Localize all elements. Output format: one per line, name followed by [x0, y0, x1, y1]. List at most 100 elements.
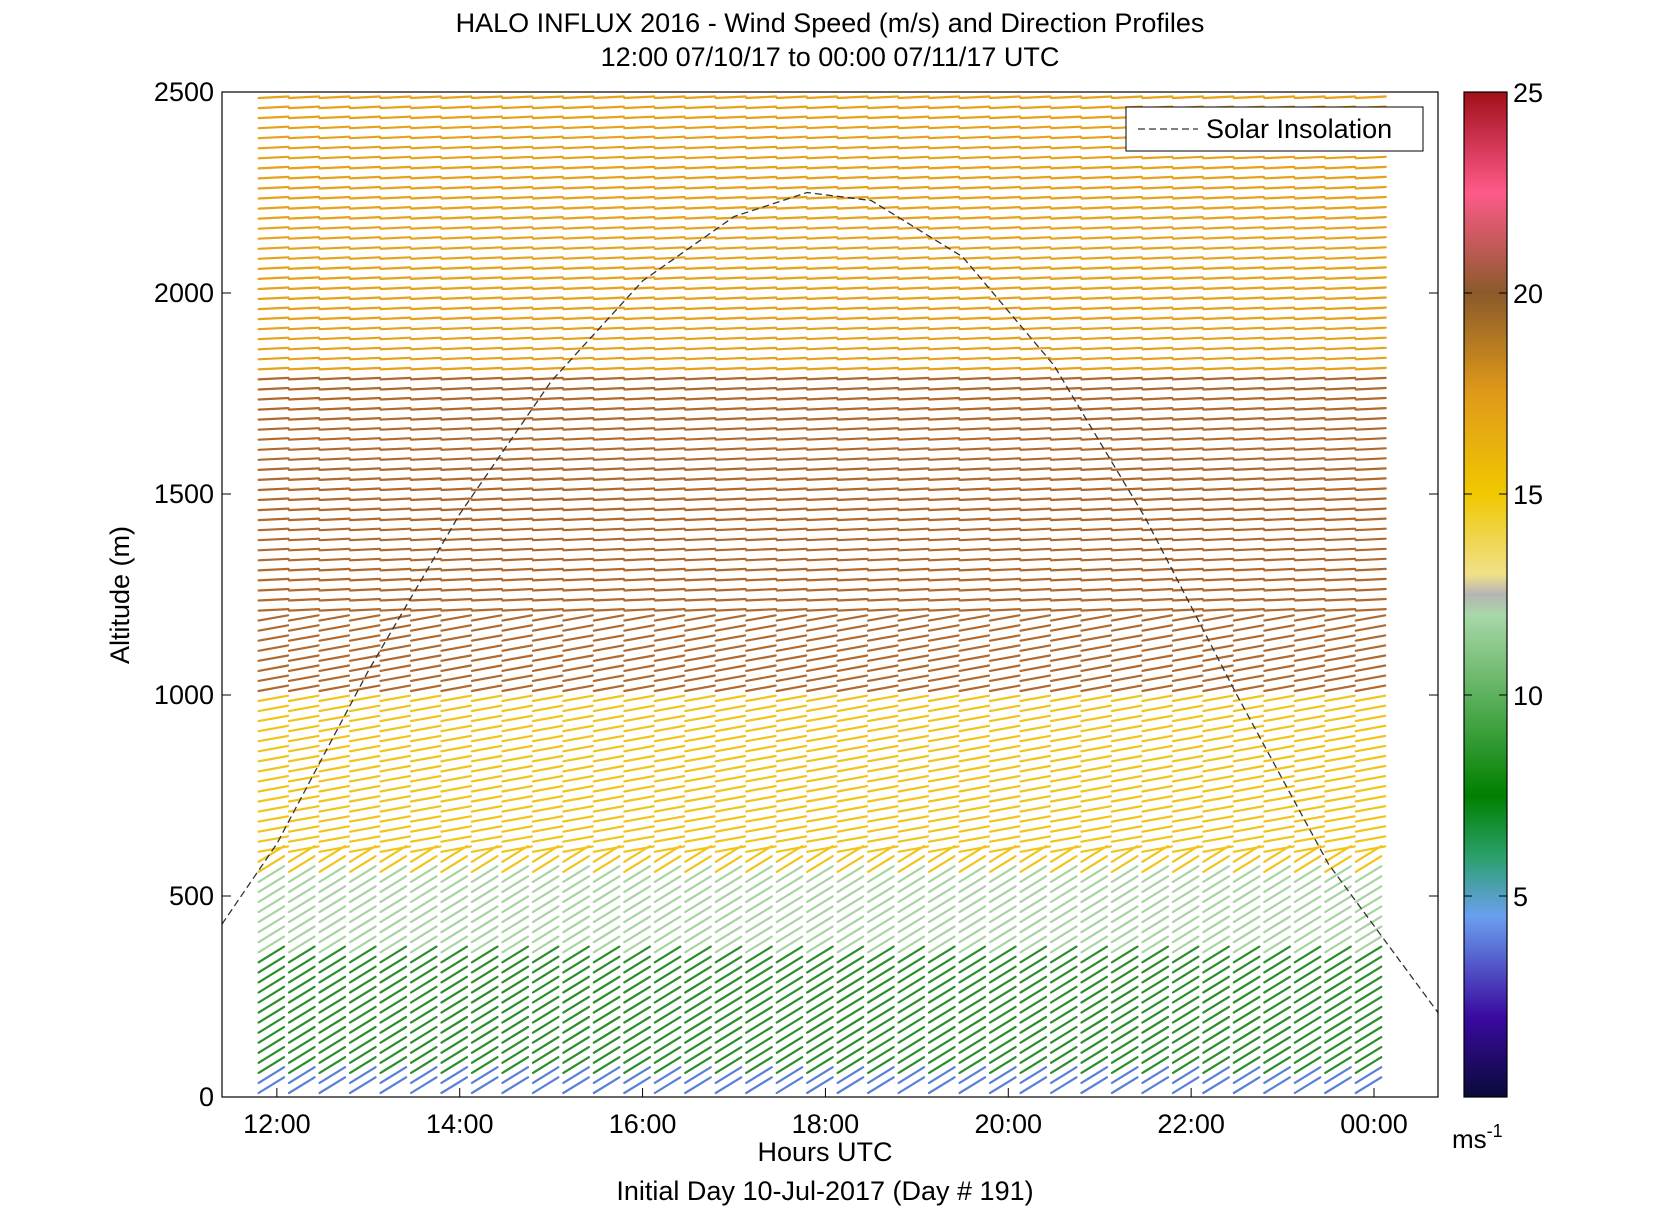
- wind-barb: [348, 855, 377, 874]
- wind-barb: [592, 607, 625, 612]
- wind-barb: [958, 437, 991, 441]
- wind-barb: [988, 537, 1022, 542]
- wind-barb: [836, 815, 869, 823]
- wind-barb: [318, 614, 351, 622]
- wind-barb: [866, 376, 900, 381]
- wind-barb: [988, 547, 1022, 552]
- wind-barb: [470, 547, 503, 552]
- wind-barb: [531, 925, 560, 944]
- wind-barb: [1293, 754, 1326, 763]
- wind-barb: [1324, 734, 1356, 743]
- wind-barb: [1354, 644, 1387, 652]
- wind-barb: [805, 376, 839, 381]
- wind-barb: [1354, 684, 1387, 693]
- wind-barb: [470, 517, 503, 522]
- wind-barb: [562, 1076, 591, 1095]
- wind-barb: [805, 885, 834, 904]
- wind-barb: [836, 256, 869, 260]
- wind-barb: [1354, 815, 1387, 823]
- wind-barb: [592, 885, 621, 904]
- wind-barb: [562, 316, 595, 321]
- wind-barb: [440, 825, 472, 833]
- wind-barb: [318, 286, 351, 291]
- wind-barb: [897, 316, 930, 321]
- wind-barb: [988, 935, 1017, 954]
- wind-barb: [927, 236, 961, 240]
- wind-barb: [1263, 587, 1296, 592]
- wind-barb: [805, 105, 839, 110]
- wind-barb: [1141, 567, 1174, 572]
- wind-barb: [927, 537, 961, 542]
- wind-barb: [684, 296, 717, 301]
- wind-barb: [897, 975, 926, 994]
- wind-barb: [1080, 477, 1113, 481]
- wind-barb: [897, 815, 930, 823]
- wind-barb: [562, 246, 595, 250]
- wind-barb: [318, 915, 347, 934]
- wind-barb: [836, 135, 869, 140]
- wind-barb: [927, 356, 961, 361]
- wind-barb: [836, 457, 869, 461]
- wind-barb: [379, 386, 412, 391]
- wind-barb: [927, 714, 960, 723]
- wind-barb: [287, 774, 320, 783]
- wind-barb: [379, 447, 412, 451]
- wind-barb: [562, 965, 591, 984]
- wind-barb: [623, 537, 656, 542]
- wind-barb: [866, 784, 899, 793]
- wind-barb: [1293, 935, 1322, 954]
- wind-barb: [714, 557, 747, 562]
- wind-barb: [1324, 376, 1357, 381]
- wind-barb: [592, 935, 621, 954]
- wind-barb: [440, 955, 469, 974]
- wind-barb: [805, 1015, 834, 1034]
- wind-barb: [1049, 825, 1082, 833]
- wind-barb: [714, 256, 747, 260]
- wind-barb: [1354, 905, 1383, 924]
- wind-barb: [379, 577, 412, 582]
- wind-barb: [1049, 306, 1083, 311]
- wind-barb: [287, 1025, 316, 1044]
- wind-barb: [1293, 226, 1326, 230]
- wind-barb: [531, 326, 564, 331]
- wind-barb: [1019, 684, 1052, 693]
- wind-barb: [775, 865, 804, 884]
- wind-barb: [1232, 286, 1265, 291]
- wind-barb: [1293, 517, 1326, 522]
- wind-barb: [1049, 1076, 1078, 1095]
- wind-barb: [1263, 266, 1296, 270]
- wind-barb: [1171, 407, 1204, 411]
- wind-barb: [866, 865, 895, 884]
- wind-barb: [1263, 376, 1296, 381]
- wind-barb: [1049, 567, 1083, 572]
- wind-barb: [409, 905, 438, 924]
- wind-barb: [470, 155, 503, 160]
- wind-barb: [684, 805, 716, 813]
- wind-barb: [927, 935, 956, 954]
- wind-barb: [805, 865, 834, 884]
- wind-barb: [409, 427, 442, 431]
- wind-barb: [379, 915, 408, 934]
- wind-barb: [257, 1005, 286, 1024]
- wind-barb: [348, 236, 382, 240]
- wind-barb: [287, 664, 320, 673]
- wind-barb: [684, 764, 716, 773]
- wind-barb: [1171, 567, 1204, 572]
- wind-barb: [1263, 206, 1296, 210]
- wind-barb: [470, 316, 503, 321]
- wind-barb: [684, 674, 716, 683]
- wind-barb: [287, 407, 321, 411]
- wind-barb: [897, 664, 930, 673]
- wind-barb: [653, 336, 686, 341]
- wind-barb: [775, 296, 808, 301]
- wind-barb: [348, 995, 377, 1014]
- wind-barb: [775, 895, 804, 914]
- wind-barb: [257, 547, 290, 552]
- wind-barb: [623, 306, 656, 311]
- wind-barb: [897, 995, 926, 1014]
- wind-barb: [684, 885, 712, 904]
- wind-barb: [745, 497, 778, 502]
- wind-barb: [958, 855, 987, 874]
- wind-barb: [1232, 306, 1265, 311]
- wind-barb: [531, 437, 564, 441]
